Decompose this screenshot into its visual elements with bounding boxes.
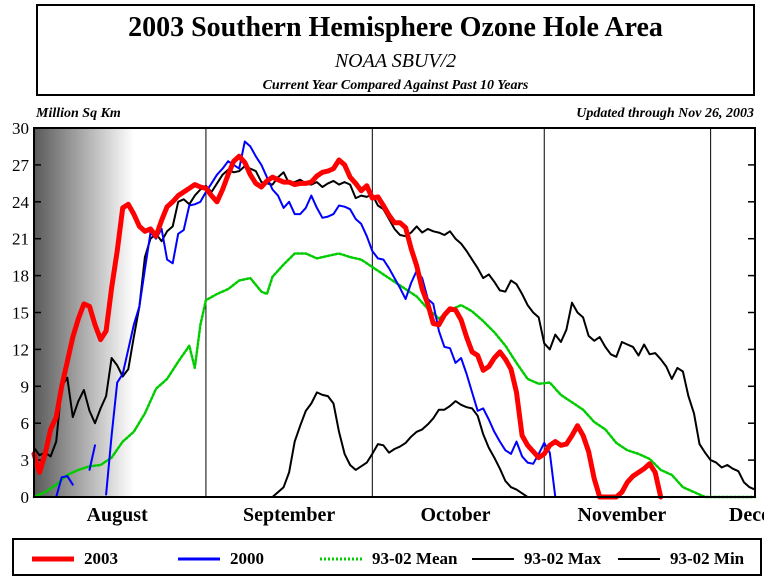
series-line-93-02-max [33,165,756,491]
legend: 2003 2000 93-02 Mean 93-02 Max 93-02 Min [12,538,762,576]
y-tick-label-18: 18 [12,267,29,286]
legend-item-2003: 2003 [32,549,118,569]
legend-label-mean: 93-02 Mean [372,549,458,568]
legend-swatch-2000 [178,557,220,561]
chart-title: 2003 Southern Hemisphere Ozone Hole Area [128,12,663,43]
y-tick-label-0: 0 [21,488,30,507]
title-box: 2003 Southern Hemisphere Ozone Hole Area… [36,4,755,96]
legend-label-max: 93-02 Max [524,549,601,568]
plot-frame [33,127,756,498]
y-tick-label-9: 9 [21,377,30,396]
legend-swatch-mean [320,557,362,561]
legend-label-min: 93-02 Min [670,549,745,568]
legend-item-mean: 93-02 Mean [320,549,457,569]
legend-swatch-max [472,558,514,560]
series-line-93-02-mean [32,252,757,499]
x-month-label-0: August [87,504,148,526]
y-tick-label-12: 12 [12,340,29,359]
x-month-label-4: Decen [729,504,764,526]
legend-swatch-2003 [32,556,74,562]
chart-note: Current Year Compared Against Past 10 Ye… [262,78,529,93]
y-tick-label-15: 15 [12,304,29,323]
y-tick-label-6: 6 [21,414,30,433]
y-tick-label-3: 3 [21,451,30,470]
y-tick-label-30: 30 [12,119,29,138]
legend-label-2000: 2000 [230,549,264,568]
x-month-label-1: September [243,504,335,526]
y-units-label: Million Sq Km [36,106,121,121]
y-tick-label-21: 21 [12,230,29,249]
series-line-2003 [31,153,664,500]
series-line-93-02-min [33,391,756,498]
legend-item-2000: 2000 [178,549,264,569]
updated-label: Updated through Nov 26, 2003 [576,106,754,121]
legend-item-max: 93-02 Max [472,549,601,569]
chart-plot: 0 3 6 9 12 15 18 21 24 27 30 August September October… [12,119,764,526]
y-tick-label-24: 24 [12,193,30,212]
legend-item-min: 93-02 Min [618,549,744,569]
y-tick-label-27: 27 [12,156,30,175]
series-line-2000-seg1 [88,444,96,471]
series-line-2000-seg2 [105,140,756,498]
x-month-label-3: November [577,504,666,526]
legend-swatch-min [618,558,660,560]
chart-subtitle: NOAA SBUV/2 [334,50,457,72]
x-month-label-2: October [421,504,491,526]
legend-label-2003: 2003 [84,549,118,568]
